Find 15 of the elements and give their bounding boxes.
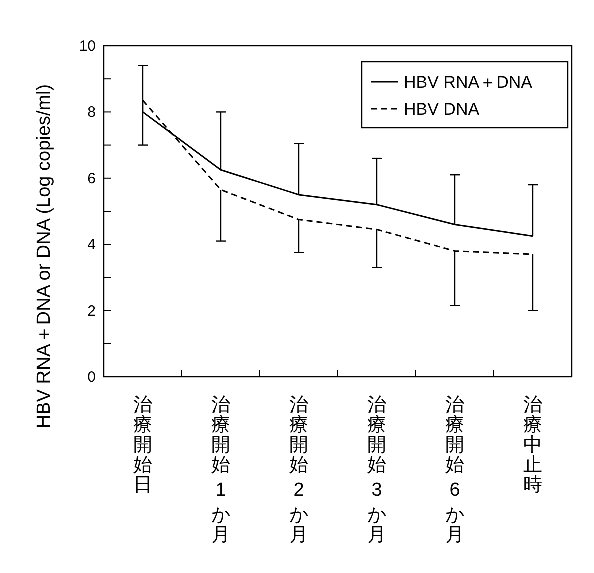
- x-tick-label: 治療開始 1 か月: [212, 395, 230, 546]
- legend-label: HBV DNA: [404, 100, 480, 119]
- x-tick-label: 治療開始 6 か月: [446, 395, 464, 546]
- y-tick-label: 6: [88, 170, 96, 188]
- x-tick-label: 治療開始日: [134, 395, 152, 496]
- legend-label: HBV RNA＋DNA: [404, 73, 534, 92]
- x-tick-label: 治療中止時: [524, 395, 542, 496]
- x-tick-label: 治療開始 3 か月: [368, 395, 386, 546]
- y-tick-label: 0: [88, 369, 96, 386]
- y-tick-label: 10: [79, 38, 96, 55]
- y-tick-label: 2: [88, 302, 96, 320]
- y-tick-label: 8: [88, 104, 96, 122]
- x-tick-label: 治療開始 2 か月: [290, 395, 308, 546]
- y-tick-label: 4: [88, 236, 96, 254]
- y-axis-title: HBV RNA＋DNA or DNA (Log copies/ml): [34, 84, 55, 429]
